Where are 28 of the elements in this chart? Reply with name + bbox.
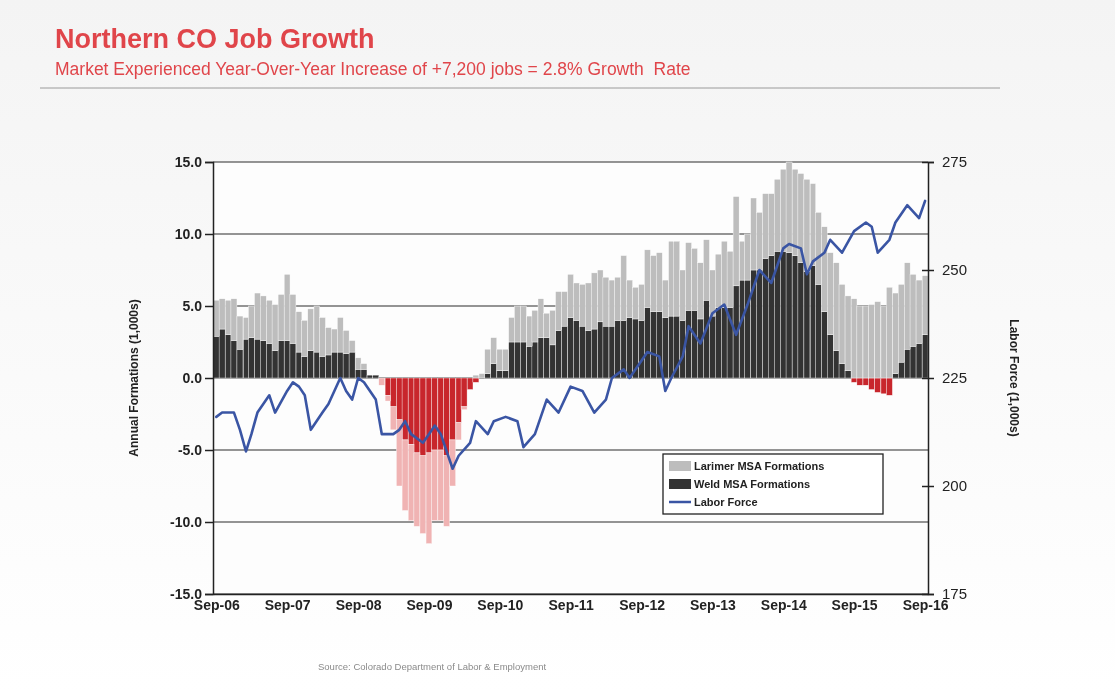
x-tick-label: Sep-08 (335, 596, 382, 613)
y-tick-label: 10.0 (174, 225, 203, 242)
y-axis-title: Annual Formations (1,000s) (127, 299, 141, 457)
x-tick-label: Sep-10 (477, 596, 524, 613)
x-tick-label: Sep-13 (689, 596, 737, 613)
y-tick-label: 15.0 (174, 153, 203, 170)
source-note: Source: Colorado Department of Labor & Employment (318, 661, 547, 672)
y2-tick-label: 200 (942, 477, 968, 495)
x-tick-label: Sep-12 (619, 596, 666, 613)
chart-subtitle: Market Experienced Year-Over-Year Increase of +7,200 jobs = 2.8% Growth Rate (55, 59, 691, 79)
line-series (215, 199, 927, 471)
legend-label: Larimer MSA Formations (694, 460, 825, 472)
y-tick-label: -10.0 (170, 513, 203, 530)
chart-title: Northern CO Job Growth (55, 24, 375, 54)
x-tick-label: Sep-15 (831, 596, 878, 613)
y-tick-label: 5.0 (182, 297, 203, 314)
y2-tick-label: 275 (942, 153, 968, 171)
x-tick-label: Sep-14 (760, 596, 807, 613)
y-tick-label: -5.0 (177, 441, 203, 458)
x-tick-label: Sep-09 (406, 596, 453, 613)
x-tick-label: Sep-11 (548, 596, 594, 613)
legend-label: Labor Force (694, 496, 758, 508)
x-tick-label: Sep-07 (264, 596, 311, 613)
y2-tick-label: 225 (942, 369, 968, 387)
y2-tick-label: 250 (942, 261, 968, 279)
y2-axis-title: Labor Force (1,000s) (1007, 319, 1021, 437)
legend-label: Weld MSA Formations (694, 478, 811, 490)
y-tick-label: 0.0 (182, 369, 203, 386)
